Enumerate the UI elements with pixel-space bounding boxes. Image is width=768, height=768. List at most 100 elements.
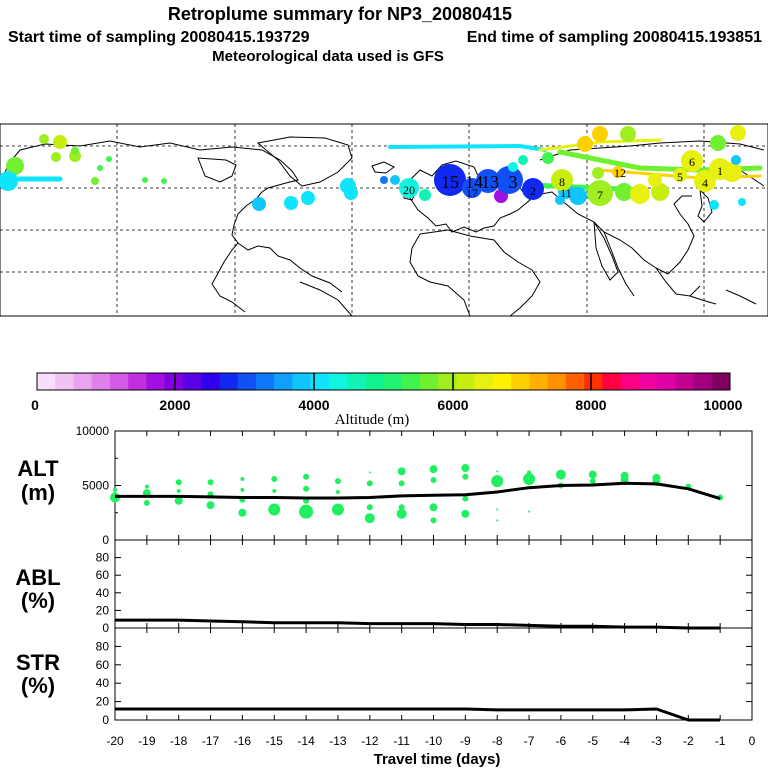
colorbar-segment: [711, 373, 731, 390]
alt-scatter-point: [366, 480, 373, 487]
coastline-india: [593, 221, 619, 281]
x-tick-label: -2: [683, 734, 694, 748]
plume-circle: [495, 166, 523, 194]
plume-circle: [522, 178, 544, 200]
alt-panel: 10000 5000 0: [76, 424, 753, 547]
coastline-alaska: [739, 169, 765, 187]
x-tick-label: -7: [524, 734, 535, 748]
str-panel-label: STR: [16, 650, 60, 675]
plume-path: [388, 143, 547, 152]
plume-circle: [555, 195, 565, 205]
plume-circle: [648, 173, 662, 187]
colorbar-segment: [237, 373, 257, 390]
plume-age-label: 2: [530, 184, 536, 198]
colorbar-segment: [274, 373, 293, 390]
plume-age-label: 6: [689, 155, 695, 169]
plume-circle: [587, 180, 613, 206]
str-y-tick-label: 80: [96, 639, 110, 653]
colorbar-segment: [401, 373, 421, 390]
abl-panel: 80 60 40 20 0: [96, 539, 753, 635]
colorbar-tick-6000: 6000: [437, 397, 468, 413]
sampling-start-text: Start time of sampling 20080415.193729: [8, 29, 310, 46]
colorbar-segment: [128, 373, 147, 390]
plume-circle: [476, 169, 500, 193]
plume-circle: [508, 162, 518, 172]
colorbar-segment: [456, 373, 476, 390]
alt-scatter-point: [652, 473, 661, 482]
alt-scatter-point: [398, 480, 405, 487]
alt-scatter-point: [528, 510, 531, 513]
str-series-line: [115, 707, 721, 722]
str-y-tick-label: 40: [96, 676, 110, 690]
colorbar-frame: [36, 372, 731, 391]
alt-scatter-point: [461, 509, 470, 518]
plume-circle: [709, 200, 719, 210]
alt-scatter-point: [462, 495, 469, 502]
x-axis-label: Travel time (days): [374, 751, 501, 768]
plume-age-label: 8: [559, 175, 565, 189]
str-panel-frame: [114, 627, 753, 721]
coastline-gulf: [237, 242, 343, 293]
colorbar-segment: [146, 373, 166, 390]
colorbar-segment: [547, 373, 567, 390]
abl-y-tick-label: 20: [96, 603, 110, 617]
plume-age-label: 1: [717, 164, 723, 178]
colorbar-label: Altitude (m): [335, 412, 410, 428]
colorbar-segment: [511, 373, 530, 390]
alt-scatter-point: [397, 467, 406, 476]
alt-scatter-point: [523, 472, 536, 485]
plume-circle: [0, 171, 18, 191]
plume-circle: [630, 184, 650, 204]
alt-y-tick-label: 10000: [76, 424, 110, 438]
colorbar-segment: [529, 373, 549, 390]
plume-circle: [71, 147, 79, 155]
alt-y-tick-label: 5000: [82, 479, 109, 493]
sampling-end-text: End time of sampling 20080415.193851: [467, 29, 762, 46]
colorbar-tick-10000: 10000: [704, 397, 743, 413]
x-tick-label: -19: [138, 734, 156, 748]
coastline-iceland: [371, 161, 395, 174]
plume-circle: [612, 166, 624, 178]
str-panel-unit: (%): [21, 673, 55, 698]
x-tick-label: -5: [587, 734, 598, 748]
plume-circle: [569, 187, 587, 205]
plume-circle: [97, 165, 103, 171]
plume-circle: [380, 176, 388, 184]
x-tick-label: -6: [556, 734, 567, 748]
x-tick-label: -20: [106, 734, 124, 748]
str-panel: 80 60 40 20 0: [96, 627, 753, 727]
alt-scatter-point: [240, 487, 245, 492]
alt-scatter-point: [496, 470, 499, 473]
colorbar-segment: [328, 373, 348, 390]
colorbar-segment: [182, 373, 202, 390]
plume-circle: [651, 183, 669, 201]
colorbar-tick-0: 0: [31, 397, 39, 413]
plume-circle: [694, 170, 716, 192]
colorbar-segment: [620, 373, 640, 390]
x-tick-label: -9: [460, 734, 471, 748]
abl-panel-unit: (%): [21, 588, 55, 613]
plume-age-label: 3: [509, 172, 518, 192]
plume-circle: [53, 135, 67, 149]
figure-title: Retroplume summary for NP3_20080415: [168, 4, 512, 24]
alt-scatter-point: [555, 469, 566, 480]
alt-scatter-point: [175, 479, 182, 486]
alt-scatter-point: [588, 470, 597, 479]
x-tick-label: -17: [202, 734, 220, 748]
plume-age-label: 17: [466, 186, 478, 200]
alt-scatter-point: [368, 471, 371, 474]
alt-y-tick-label: 0: [102, 533, 109, 547]
alt-scatter-point: [461, 464, 470, 473]
colorbar-segment: [164, 373, 184, 390]
alt-scatter-point: [429, 503, 438, 512]
x-tick-label: -16: [234, 734, 252, 748]
plume-circle: [390, 175, 400, 185]
abl-panel-frame: [114, 539, 753, 629]
abl-y-tick-label: 80: [96, 551, 110, 565]
colorbar-segment: [55, 373, 74, 390]
colorbar-segment: [347, 373, 366, 390]
alt-scatter-point: [331, 503, 344, 516]
colorbar-segment: [602, 373, 622, 390]
